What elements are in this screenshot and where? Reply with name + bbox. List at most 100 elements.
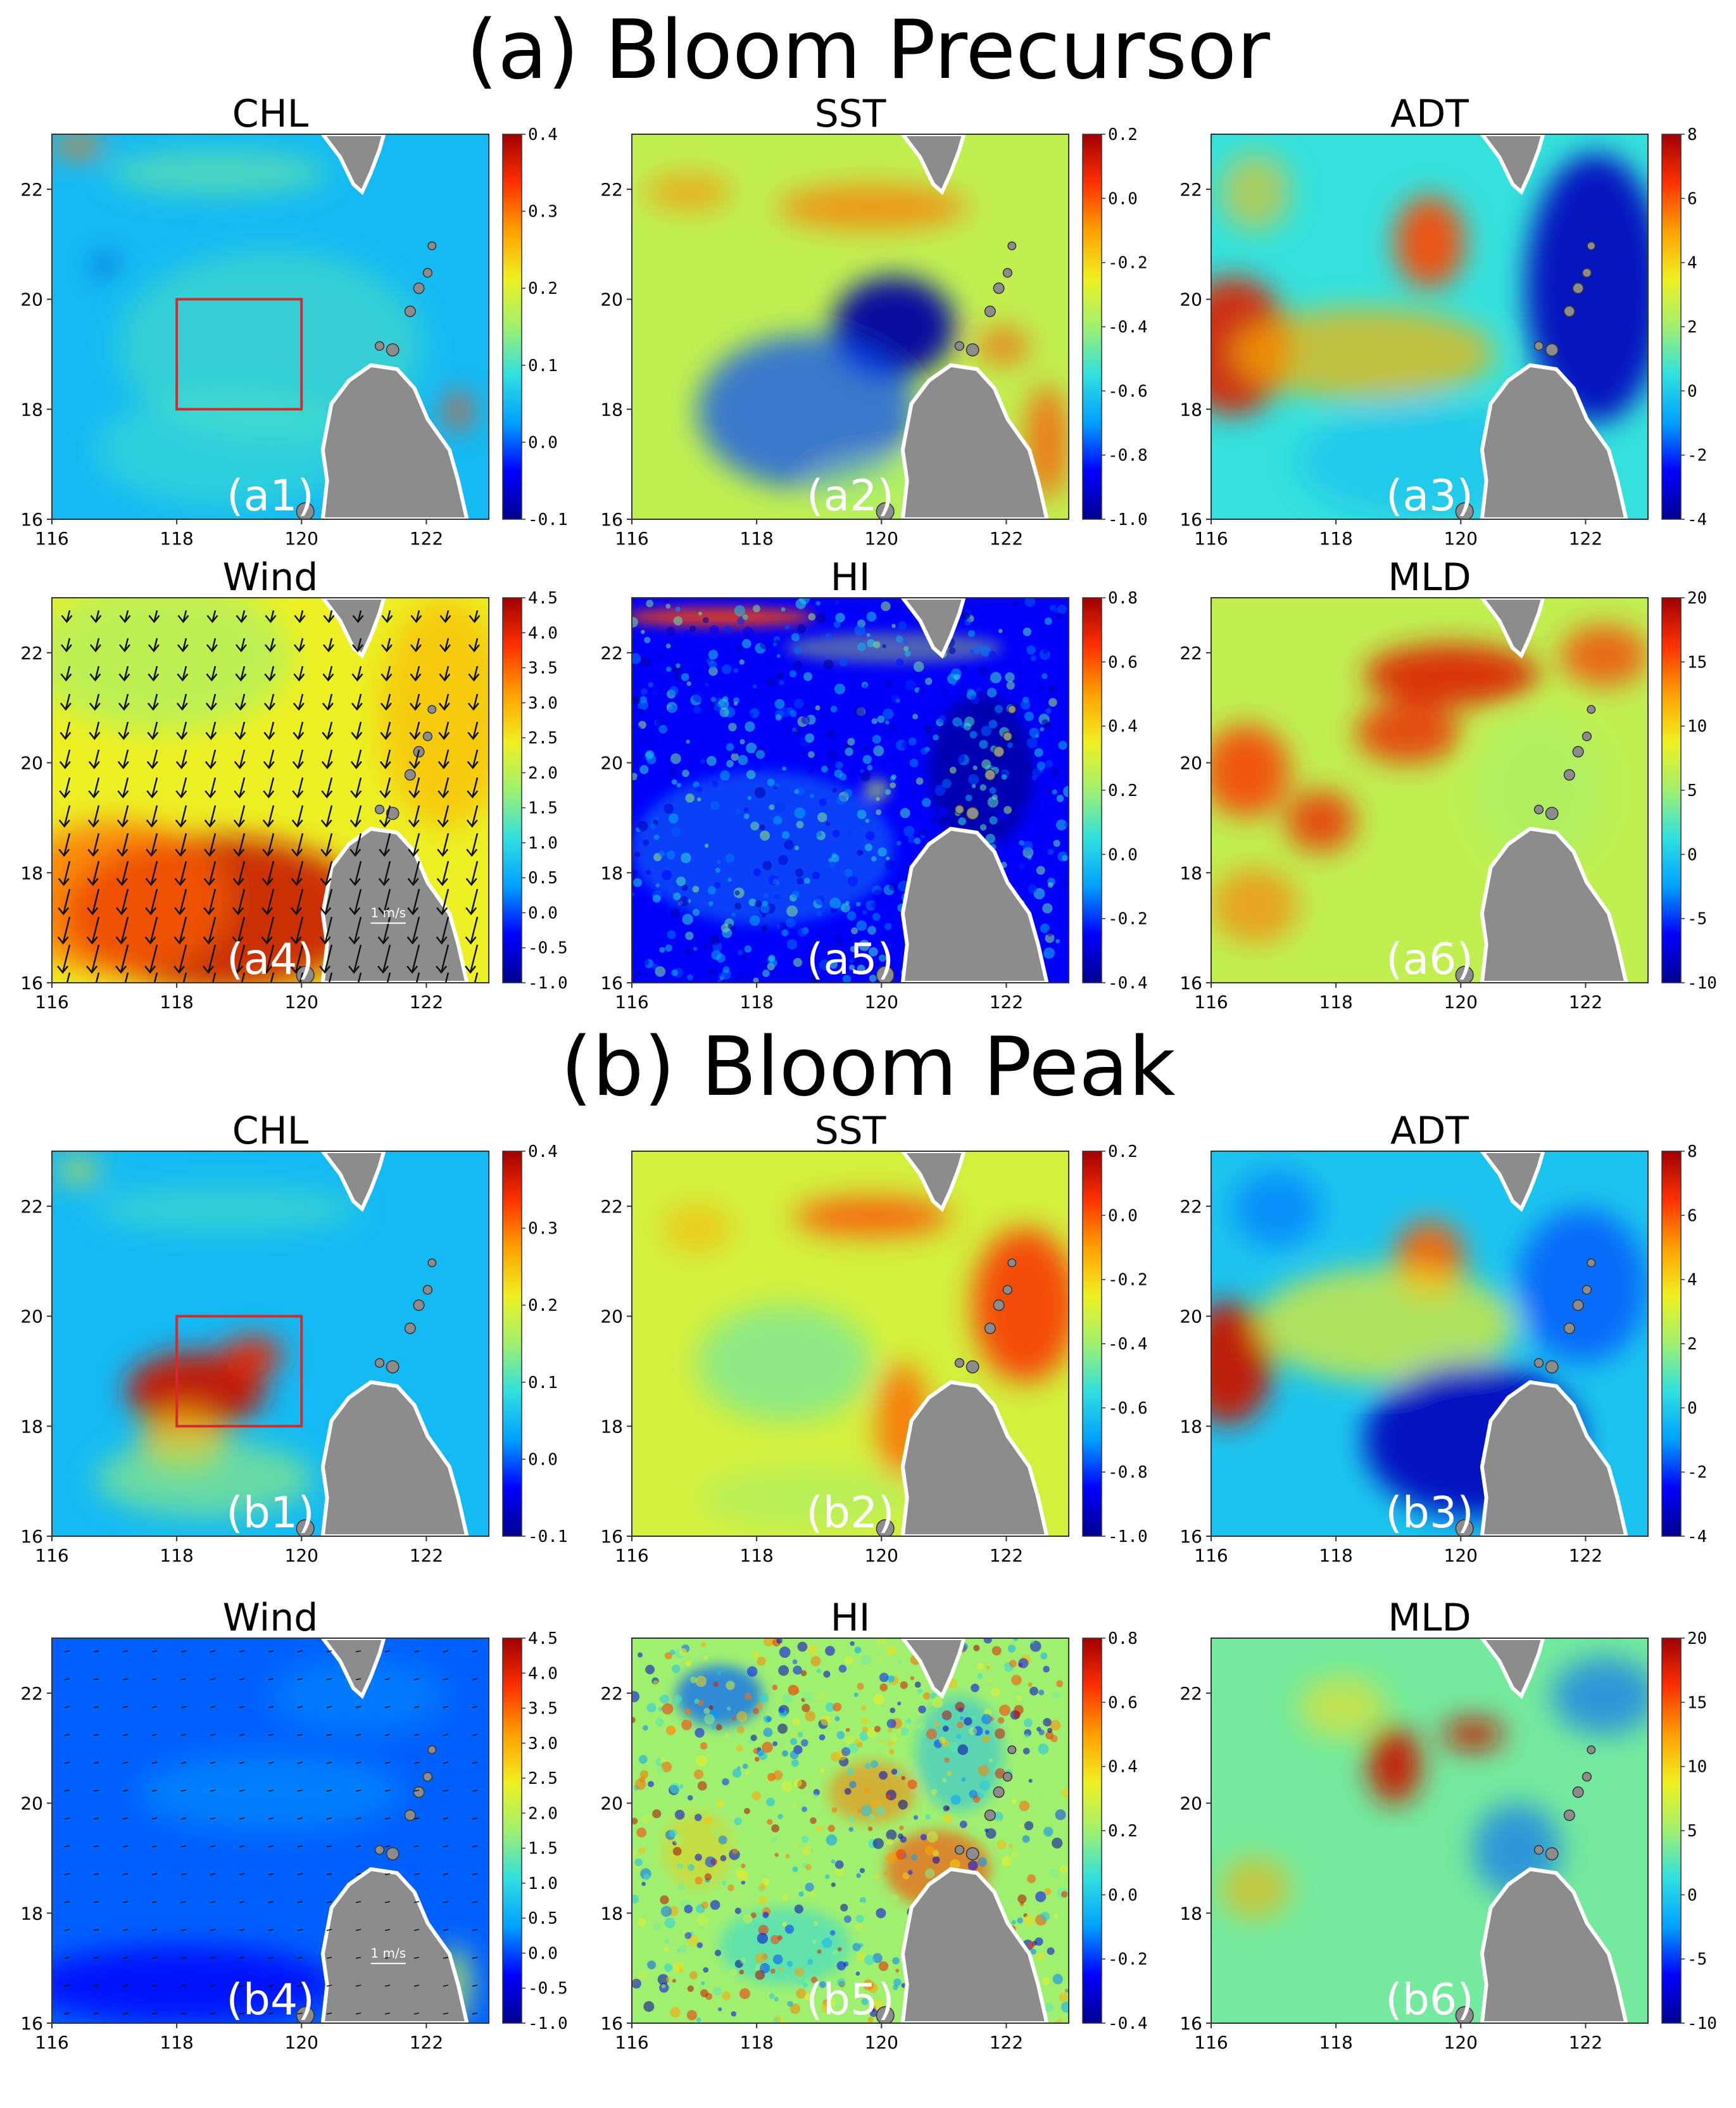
speckle (807, 1890, 816, 1898)
field-blob (222, 1335, 284, 1375)
land-luzon (900, 1380, 1049, 1536)
wind-arrow (239, 749, 246, 769)
panel-label: (a4) (227, 935, 314, 985)
land-island (1007, 241, 1017, 251)
speckle (860, 1902, 865, 1906)
speckle (1032, 768, 1041, 777)
field-blob (1394, 196, 1465, 289)
wind-arrow-head (119, 615, 131, 624)
speckle (781, 831, 790, 839)
wind-arrow (210, 1985, 216, 1987)
speckle (784, 625, 790, 630)
wind-arrow (384, 2012, 391, 2015)
field-blob (139, 1753, 401, 1831)
speckle (665, 1725, 676, 1736)
speckle (782, 1693, 793, 1704)
speckle (1023, 805, 1035, 817)
speckle (719, 707, 729, 717)
lat-tick-label: 16 (20, 973, 43, 994)
speckle (759, 1693, 769, 1703)
wind-arrow (470, 888, 479, 914)
speckle (867, 2017, 874, 2023)
wind-arrow-head (408, 849, 420, 857)
speckle (658, 653, 664, 659)
wind-arrow (151, 1817, 158, 1820)
panel-title: SST (815, 92, 886, 136)
land-island (427, 1745, 437, 1755)
land-island (422, 1285, 433, 1295)
speckle (777, 855, 788, 866)
speckle (646, 1818, 655, 1827)
speckle (1061, 1891, 1068, 1898)
wind-arrow-head (348, 936, 360, 945)
speckle (803, 672, 812, 681)
wind-arrow (240, 666, 246, 681)
lat-tick-label: 18 (1179, 1903, 1202, 1924)
speckle (726, 1681, 735, 1690)
speckle (1022, 1747, 1030, 1755)
speckle (1047, 882, 1054, 888)
land-taiwan (320, 1638, 386, 1700)
land-island (876, 1519, 895, 1536)
speckle (685, 1765, 695, 1775)
speckle (683, 1737, 689, 1743)
wind-arrow (384, 1706, 391, 1708)
wind-arrow (182, 972, 187, 983)
panel-frame (631, 1151, 1069, 1537)
speckle (632, 1850, 637, 1859)
speckle (991, 1688, 1000, 1697)
speckle (701, 1981, 705, 1986)
wind-arrow-head (148, 615, 160, 624)
wind-arrow-head (261, 878, 274, 887)
speckle (1024, 598, 1036, 607)
speckle (801, 716, 810, 724)
wind-arrow (93, 2012, 99, 2015)
speckle (822, 1938, 833, 1948)
speckle (849, 1781, 857, 1788)
speckle (885, 680, 893, 688)
wind-arrow (355, 1678, 362, 1681)
wind-arrow-head (263, 761, 275, 769)
wind-arrow (326, 1873, 332, 1876)
wind-arrow-head (290, 965, 302, 974)
speckle (864, 843, 872, 852)
land-island (984, 1322, 996, 1334)
wind-arrow-head (116, 849, 129, 857)
speckle (649, 674, 654, 679)
wind-arrow-head (466, 849, 478, 857)
wind-arrow-head (465, 995, 475, 1002)
lon-tick-label: 118 (739, 2032, 773, 2053)
speckle (745, 721, 755, 732)
wind-arrow (297, 1706, 303, 1708)
colorbar-tick-label: -0.4 (1108, 1335, 1148, 1354)
land-taiwan (1480, 598, 1545, 659)
speckle (834, 683, 846, 695)
speckle (714, 881, 721, 889)
colorbar-tick-label: 0.0 (528, 1450, 558, 1469)
land-island (954, 804, 965, 815)
speckle (808, 751, 815, 758)
speckle (829, 862, 835, 868)
wind-arrow (384, 1762, 391, 1764)
speckle (741, 1880, 746, 1885)
speckle (664, 1963, 673, 1972)
speckle (672, 1846, 682, 1856)
land-island (1587, 241, 1596, 251)
wind-arrow (472, 1789, 478, 1792)
speckle (756, 1703, 764, 1710)
speckle (695, 1727, 705, 1738)
speckle (792, 1659, 798, 1665)
wind-arrow-head (436, 907, 448, 916)
wind-arrow-head (320, 907, 332, 916)
land-taiwan (320, 134, 386, 196)
speckle (914, 1681, 921, 1688)
wind-arrow-head (60, 702, 72, 711)
wind-arrow (123, 666, 129, 681)
speckle (895, 1969, 900, 1973)
wind-arrow (382, 888, 391, 914)
wind-arrow-head (439, 644, 451, 653)
wind-arrow (64, 1650, 70, 1653)
wind-arrow (384, 777, 391, 798)
speckle (741, 955, 746, 960)
wind-arrow-head (174, 878, 186, 887)
